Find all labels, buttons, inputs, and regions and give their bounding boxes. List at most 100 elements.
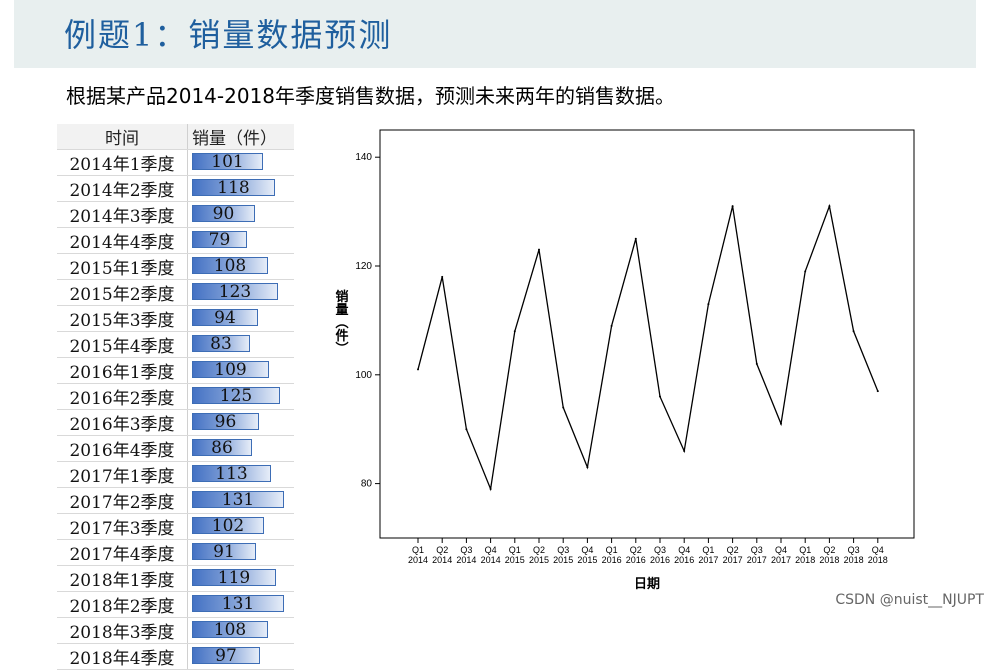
table-row: 2015年2季度 123 bbox=[57, 279, 294, 306]
table-row: 2014年2季度 118 bbox=[57, 175, 294, 202]
x-tick-label-year: 2015 bbox=[577, 555, 597, 565]
x-tick-label-year: 2018 bbox=[819, 555, 839, 565]
x-tick-label-quarter: Q1 bbox=[799, 545, 811, 555]
watermark: CSDN @nuist__NJUPT bbox=[835, 592, 984, 608]
table-row: 2014年1季度 101 bbox=[57, 149, 294, 176]
data-point bbox=[780, 422, 782, 425]
data-point bbox=[586, 466, 589, 469]
x-tick-label-quarter: Q3 bbox=[557, 545, 569, 555]
data-bar bbox=[192, 153, 263, 170]
period-cell: 2017年1季度 bbox=[57, 461, 188, 488]
data-point bbox=[755, 362, 758, 365]
table-row: 2017年1季度 113 bbox=[57, 461, 294, 488]
data-bar bbox=[192, 205, 255, 222]
x-tick-label-quarter: Q2 bbox=[823, 545, 835, 555]
x-tick-label-quarter: Q4 bbox=[872, 545, 884, 555]
sales-line-chart: 80100120140Q12014Q22014Q32014Q42014Q1201… bbox=[333, 129, 915, 592]
x-tick-label-quarter: Q2 bbox=[727, 545, 739, 555]
sales-cell: 79 bbox=[187, 227, 294, 254]
sales-cell: 94 bbox=[187, 305, 294, 332]
x-tick-label-year: 2014 bbox=[432, 555, 452, 565]
data-point bbox=[659, 395, 661, 398]
data-point bbox=[610, 324, 613, 327]
sales-cell: 118 bbox=[187, 175, 294, 202]
period-cell: 2018年3季度 bbox=[57, 617, 188, 644]
x-tick-label-year: 2017 bbox=[747, 555, 767, 565]
period-cell: 2014年3季度 bbox=[57, 201, 188, 228]
x-tick-label-quarter: Q3 bbox=[654, 545, 666, 555]
x-tick-label-year: 2017 bbox=[698, 555, 718, 565]
data-bar bbox=[192, 517, 264, 534]
x-tick-label-year: 2018 bbox=[868, 555, 888, 565]
sales-value: 101 bbox=[211, 152, 244, 172]
data-point bbox=[465, 428, 468, 431]
x-tick-label-year: 2014 bbox=[408, 555, 428, 565]
period-cell: 2018年4季度 bbox=[57, 643, 188, 670]
x-tick-label-year: 2017 bbox=[723, 555, 743, 565]
data-bar bbox=[192, 231, 247, 248]
plot-frame bbox=[379, 129, 915, 539]
sales-cell: 83 bbox=[187, 331, 294, 358]
data-point bbox=[538, 248, 540, 251]
sales-cell: 131 bbox=[187, 487, 294, 514]
sales-cell: 113 bbox=[187, 461, 294, 488]
period-cell: 2014年4季度 bbox=[57, 227, 188, 254]
x-tick-label-quarter: Q2 bbox=[533, 545, 545, 555]
y-tick-label: 80 bbox=[361, 479, 373, 490]
data-bar bbox=[192, 283, 278, 300]
data-point bbox=[804, 270, 807, 273]
x-axis-label: 日期 bbox=[634, 577, 660, 592]
sales-value: 109 bbox=[214, 360, 247, 380]
sales-cell: 97 bbox=[187, 643, 294, 670]
table-row: 2014年4季度 79 bbox=[57, 227, 294, 254]
data-bar bbox=[192, 569, 276, 586]
title-bar: 例题1：销量数据预测 bbox=[14, 0, 976, 68]
x-tick-label-quarter: Q4 bbox=[775, 545, 787, 555]
x-tick-label-quarter: Q2 bbox=[630, 545, 642, 555]
sales-value: 131 bbox=[221, 490, 255, 510]
sales-value: 108 bbox=[213, 256, 247, 276]
data-bar bbox=[192, 179, 275, 196]
sales-value: 96 bbox=[214, 412, 237, 432]
sales-cell: 108 bbox=[187, 253, 294, 280]
sales-cell: 91 bbox=[187, 539, 294, 566]
sales-value: 123 bbox=[218, 282, 252, 302]
table-row: 2014年3季度 90 bbox=[57, 201, 294, 228]
sales-cell: 86 bbox=[187, 435, 294, 462]
data-point bbox=[683, 449, 686, 452]
x-tick-label-year: 2014 bbox=[456, 555, 476, 565]
data-bar bbox=[192, 257, 268, 274]
data-bar bbox=[192, 413, 259, 430]
table-row: 2018年3季度 108 bbox=[57, 617, 294, 644]
table-header-row: 时间 销量（件） bbox=[57, 124, 294, 150]
data-bar bbox=[192, 439, 252, 456]
x-tick-label-quarter: Q2 bbox=[436, 545, 448, 555]
sales-value: 83 bbox=[210, 334, 232, 354]
sales-cell: 125 bbox=[187, 383, 294, 410]
sales-value: 97 bbox=[215, 646, 237, 666]
data-point bbox=[731, 205, 734, 208]
sales-cell: 123 bbox=[187, 279, 294, 306]
table-row: 2018年2季度 131 bbox=[57, 591, 294, 618]
x-tick-label-quarter: Q1 bbox=[509, 545, 521, 555]
sales-cell: 131 bbox=[187, 591, 294, 618]
data-bar bbox=[192, 465, 271, 482]
sales-cell: 90 bbox=[187, 201, 294, 228]
x-tick-label-quarter: Q3 bbox=[751, 545, 763, 555]
x-tick-label-year: 2015 bbox=[529, 555, 549, 565]
y-tick-label: 140 bbox=[355, 152, 372, 163]
table-row: 2015年1季度 108 bbox=[57, 253, 294, 280]
period-cell: 2016年3季度 bbox=[57, 409, 188, 436]
sales-cell: 108 bbox=[187, 617, 294, 644]
data-point bbox=[828, 205, 831, 208]
sales-value: 102 bbox=[211, 516, 245, 536]
column-header-period: 时间 bbox=[57, 124, 188, 150]
sales-value: 94 bbox=[214, 308, 236, 328]
x-tick-label-quarter: Q3 bbox=[848, 545, 860, 555]
data-point bbox=[441, 275, 444, 278]
data-point bbox=[707, 303, 710, 306]
sales-table: 时间 销量（件） 2014年1季度 101 2014年2季度 118 2014年3季度 9… bbox=[57, 124, 294, 670]
subtitle: 根据某产品2014-2018年季度销售数据，预测未来两年的销售数据。 bbox=[66, 84, 676, 108]
period-cell: 2015年1季度 bbox=[57, 253, 188, 280]
period-cell: 2015年3季度 bbox=[57, 305, 188, 332]
